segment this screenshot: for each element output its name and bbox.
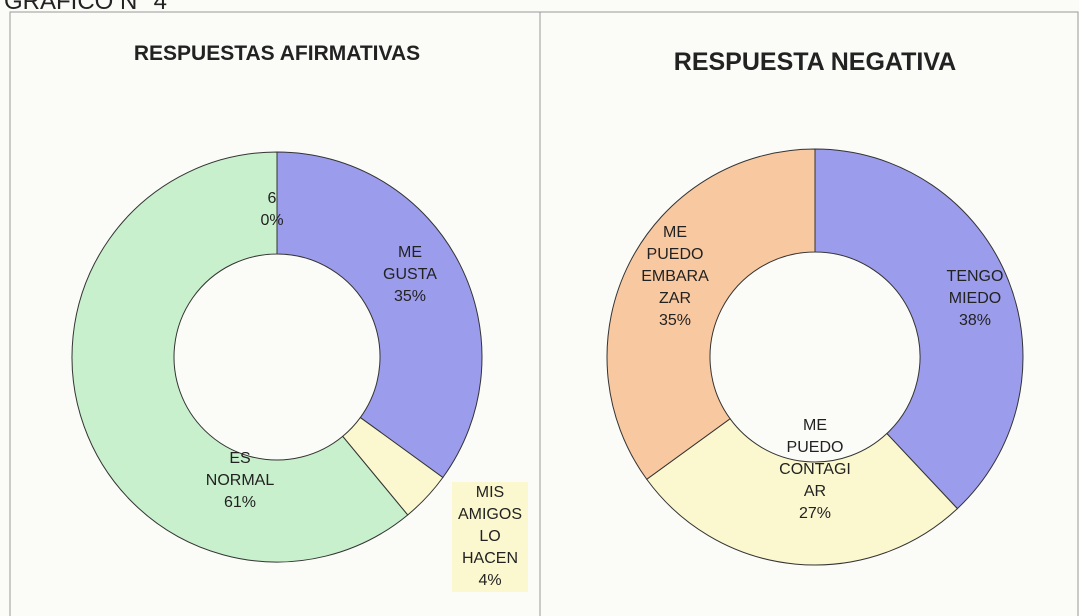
donut-slice xyxy=(71,151,409,563)
slice-label: 6 0% xyxy=(217,188,327,232)
slice-category: ME GUSTA xyxy=(383,244,437,283)
panel-right xyxy=(539,11,1079,616)
slice-label: ME GUSTA 35% xyxy=(355,242,465,308)
slice-label: ME PUEDO CONTAGI AR 27% xyxy=(760,415,870,525)
slice-label: ME PUEDO EMBARA ZAR 35% xyxy=(620,222,730,332)
slice-value: 38% xyxy=(958,312,992,329)
slice-category: MIS AMIGOS LO HACEN xyxy=(457,484,522,567)
slice-category: TENGO MIEDO xyxy=(946,268,1004,307)
slice-value: 27% xyxy=(798,505,832,522)
slice-value: 4% xyxy=(478,572,502,589)
chart-title: RESPUESTAS AFIRMATIVAS xyxy=(133,42,421,65)
slice-category: ME PUEDO CONTAGI AR xyxy=(779,417,851,500)
slice-category: ES NORMAL xyxy=(205,450,275,489)
donut-slice xyxy=(646,418,959,566)
slice-value: 0% xyxy=(260,212,284,229)
donut-slice xyxy=(814,148,1024,510)
donut-slice xyxy=(606,148,816,480)
slice-label: MIS AMIGOS LO HACEN 4% xyxy=(452,482,528,592)
donut-slice xyxy=(276,151,483,479)
heading: GRAFICO N° 4 xyxy=(4,0,167,15)
slice-category: ME PUEDO EMBARA ZAR xyxy=(641,224,709,307)
slice-label: ES NORMAL 61% xyxy=(185,448,295,514)
slice-value: 61% xyxy=(223,494,257,511)
chart-title: RESPUESTA NEGATIVA xyxy=(673,48,957,76)
slice-label: TENGO MIEDO 38% xyxy=(920,266,1030,332)
slice-value: 35% xyxy=(658,312,692,329)
slice-value: 35% xyxy=(393,288,427,305)
slice-category: 6 xyxy=(267,190,277,207)
